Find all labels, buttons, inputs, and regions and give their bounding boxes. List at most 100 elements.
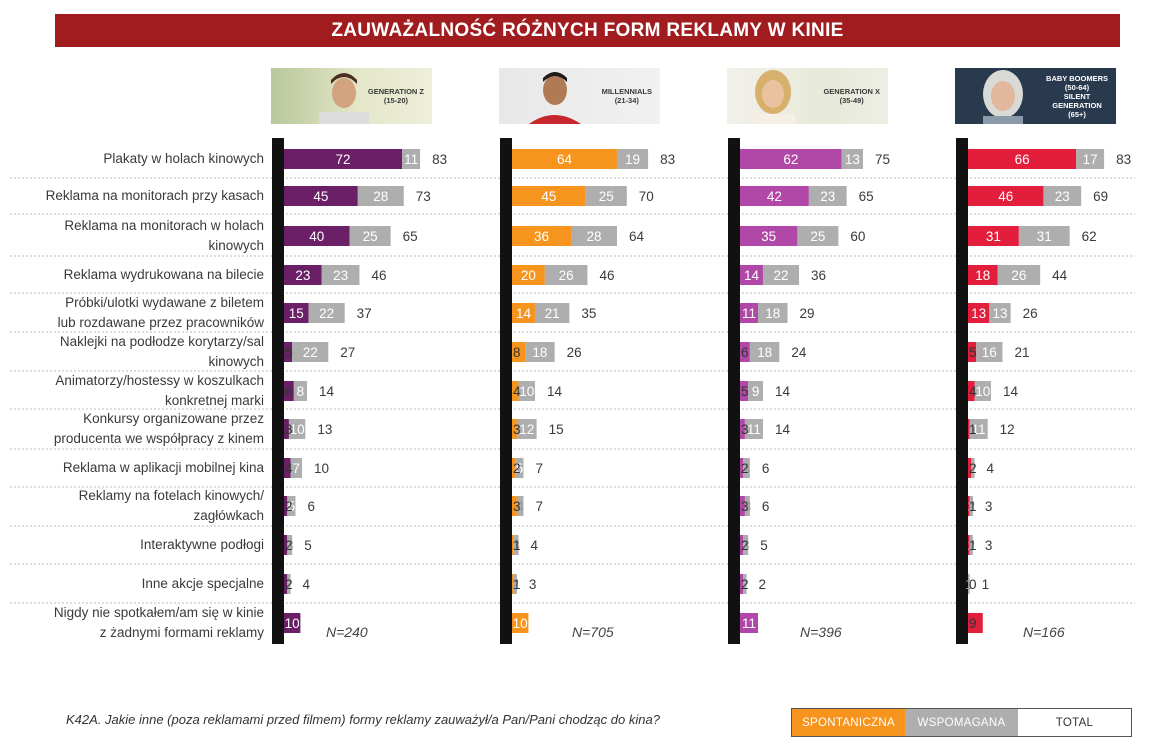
category-label: Reklama w aplikacji mobilnej kina — [0, 458, 264, 478]
value-label-total: 2 — [759, 577, 767, 592]
value-label-wspomagana: 25 — [810, 229, 825, 244]
value-label-total: 10 — [314, 461, 329, 476]
category-label-line: Konkursy organizowane przez — [0, 409, 264, 429]
value-label-total: 64 — [629, 229, 645, 244]
value-label-total: 65 — [403, 229, 418, 244]
value-label-wspomagana: 10 — [975, 384, 990, 399]
value-label-total: 6 — [762, 499, 770, 514]
sample-size-baby-boomers: N=166 — [1023, 624, 1065, 640]
category-label: Interaktywne podłogi — [0, 535, 264, 555]
value-label-total: 36 — [811, 268, 826, 283]
category-label-line: producenta we współpracy z kinem — [0, 429, 264, 449]
value-label-spontaniczna: 40 — [309, 229, 324, 244]
category-label-line: kinowych — [0, 236, 264, 256]
value-label-spontaniczna: 23 — [295, 268, 310, 283]
legend-wspomagana: WSPOMAGANA — [905, 709, 1018, 736]
value-label-spontaniczna: 15 — [289, 306, 304, 321]
value-label-spontaniczna: 1 — [513, 538, 521, 553]
value-label-wspomagana: 23 — [1055, 189, 1070, 204]
value-label-spontaniczna: 1 — [969, 499, 977, 514]
value-label-spontaniczna: 5 — [741, 384, 749, 399]
value-label-spontaniczna: 13 — [971, 306, 986, 321]
value-label-wspomagana: 28 — [373, 189, 388, 204]
category-label-line: kinowych — [0, 352, 264, 372]
category-label: Konkursy organizowane przez producenta we… — [0, 409, 264, 449]
value-label-spontaniczna: 3 — [741, 422, 749, 437]
value-label-total: 69 — [1093, 189, 1108, 204]
value-label-wspomagana: 12 — [519, 422, 534, 437]
value-label-spontaniczna: 4 — [285, 461, 293, 476]
value-label-wspomagana: 8 — [297, 384, 305, 399]
category-label: Animatorzy/hostessy w koszulkach konkretn… — [0, 371, 264, 411]
value-label-wspomagana: 9 — [752, 384, 760, 399]
value-label-total: 6 — [762, 461, 770, 476]
value-label-spontaniczna: 0 — [969, 577, 977, 592]
value-label-spontaniczna: 64 — [557, 152, 573, 167]
value-label-wspomagana: 19 — [625, 152, 640, 167]
value-label-total: 29 — [800, 306, 815, 321]
group-axis-bar — [956, 138, 968, 644]
category-label-line: Reklama na monitorach w holach — [0, 216, 264, 236]
value-label-total: 26 — [1023, 306, 1038, 321]
value-label-wspomagana: 25 — [599, 189, 614, 204]
value-label-total: 13 — [317, 422, 332, 437]
value-label-spontaniczna: 35 — [761, 229, 776, 244]
value-label-spontaniczna: 8 — [513, 345, 521, 360]
value-label-spontaniczna: 42 — [767, 189, 782, 204]
survey-question-footnote: K42A. Jakie inne (poza reklamami przed f… — [66, 712, 660, 727]
value-label-spontaniczna: 5 — [285, 345, 293, 360]
value-label-total: 14 — [319, 384, 335, 399]
value-label-spontaniczna: 2 — [741, 538, 749, 553]
value-label-wspomagana: 13 — [992, 306, 1007, 321]
value-label-wspomagana: 17 — [1083, 152, 1098, 167]
category-label-line: Naklejki na podłodze korytarzy/sal — [0, 332, 264, 352]
value-label-wspomagana: 26 — [1011, 268, 1026, 283]
value-label-spontaniczna: 4 — [513, 384, 521, 399]
value-label-total: 14 — [1003, 384, 1019, 399]
value-label-wspomagana: 18 — [765, 306, 780, 321]
chart-legend: SPONTANICZNA WSPOMAGANA TOTAL — [791, 708, 1132, 737]
value-label-spontaniczna: 4 — [969, 384, 977, 399]
group-axis-bar — [728, 138, 740, 644]
value-label-spontaniczna: 45 — [541, 189, 556, 204]
category-label-line: Inne akcje specjalne — [0, 574, 264, 594]
value-label-spontaniczna: 20 — [521, 268, 536, 283]
value-label-spontaniczna: 14 — [744, 268, 760, 283]
category-label-line: Interaktywne podłogi — [0, 535, 264, 555]
value-label-spontaniczna: 2 — [741, 577, 749, 592]
category-label-line: Próbki/ulotki wydawane z biletem — [0, 293, 264, 313]
value-label-spontaniczna: 2 — [285, 499, 293, 514]
category-label-line: zagłówkach — [0, 506, 264, 526]
category-label: Naklejki na podłodze korytarzy/sal kinowy… — [0, 332, 264, 372]
value-label-total: 5 — [304, 538, 312, 553]
value-label-spontaniczna: 62 — [783, 152, 798, 167]
value-label-spontaniczna: 11 — [742, 616, 756, 631]
value-label-spontaniczna: 1 — [513, 577, 521, 592]
value-label-total: 3 — [529, 577, 537, 592]
value-label-wspomagana: 18 — [532, 345, 547, 360]
value-label-spontaniczna: 18 — [975, 268, 990, 283]
value-label-total: 24 — [791, 345, 807, 360]
value-label-total: 60 — [850, 229, 865, 244]
category-label-line: konkretnej marki — [0, 391, 264, 411]
value-label-spontaniczna: 3 — [513, 499, 521, 514]
value-label-spontaniczna: 1 — [969, 422, 977, 437]
category-label-line: Reklama wydrukowana na bilecie — [0, 265, 264, 285]
value-label-spontaniczna: 11 — [742, 306, 756, 321]
value-label-spontaniczna: 2 — [741, 461, 749, 476]
category-label: Reklamy na fotelach kinowych/zagłówkach — [0, 486, 264, 526]
group-axis-bar — [500, 138, 512, 644]
value-label-wspomagana: 18 — [757, 345, 772, 360]
value-label-total: 62 — [1082, 229, 1097, 244]
value-label-total: 44 — [1052, 268, 1068, 283]
sample-size-millennials: N=705 — [572, 624, 614, 640]
value-label-wspomagana: 31 — [1037, 229, 1052, 244]
value-label-spontaniczna: 6 — [285, 384, 293, 399]
value-label-total: 70 — [639, 189, 654, 204]
value-label-spontaniczna: 1 — [969, 538, 977, 553]
value-label-wspomagana: 11 — [747, 422, 761, 437]
value-label-spontaniczna: 10 — [285, 616, 300, 631]
value-label-spontaniczna: 36 — [534, 229, 549, 244]
value-label-total: 73 — [416, 189, 431, 204]
category-label: Próbki/ulotki wydawane z biletem lub rozd… — [0, 293, 264, 333]
